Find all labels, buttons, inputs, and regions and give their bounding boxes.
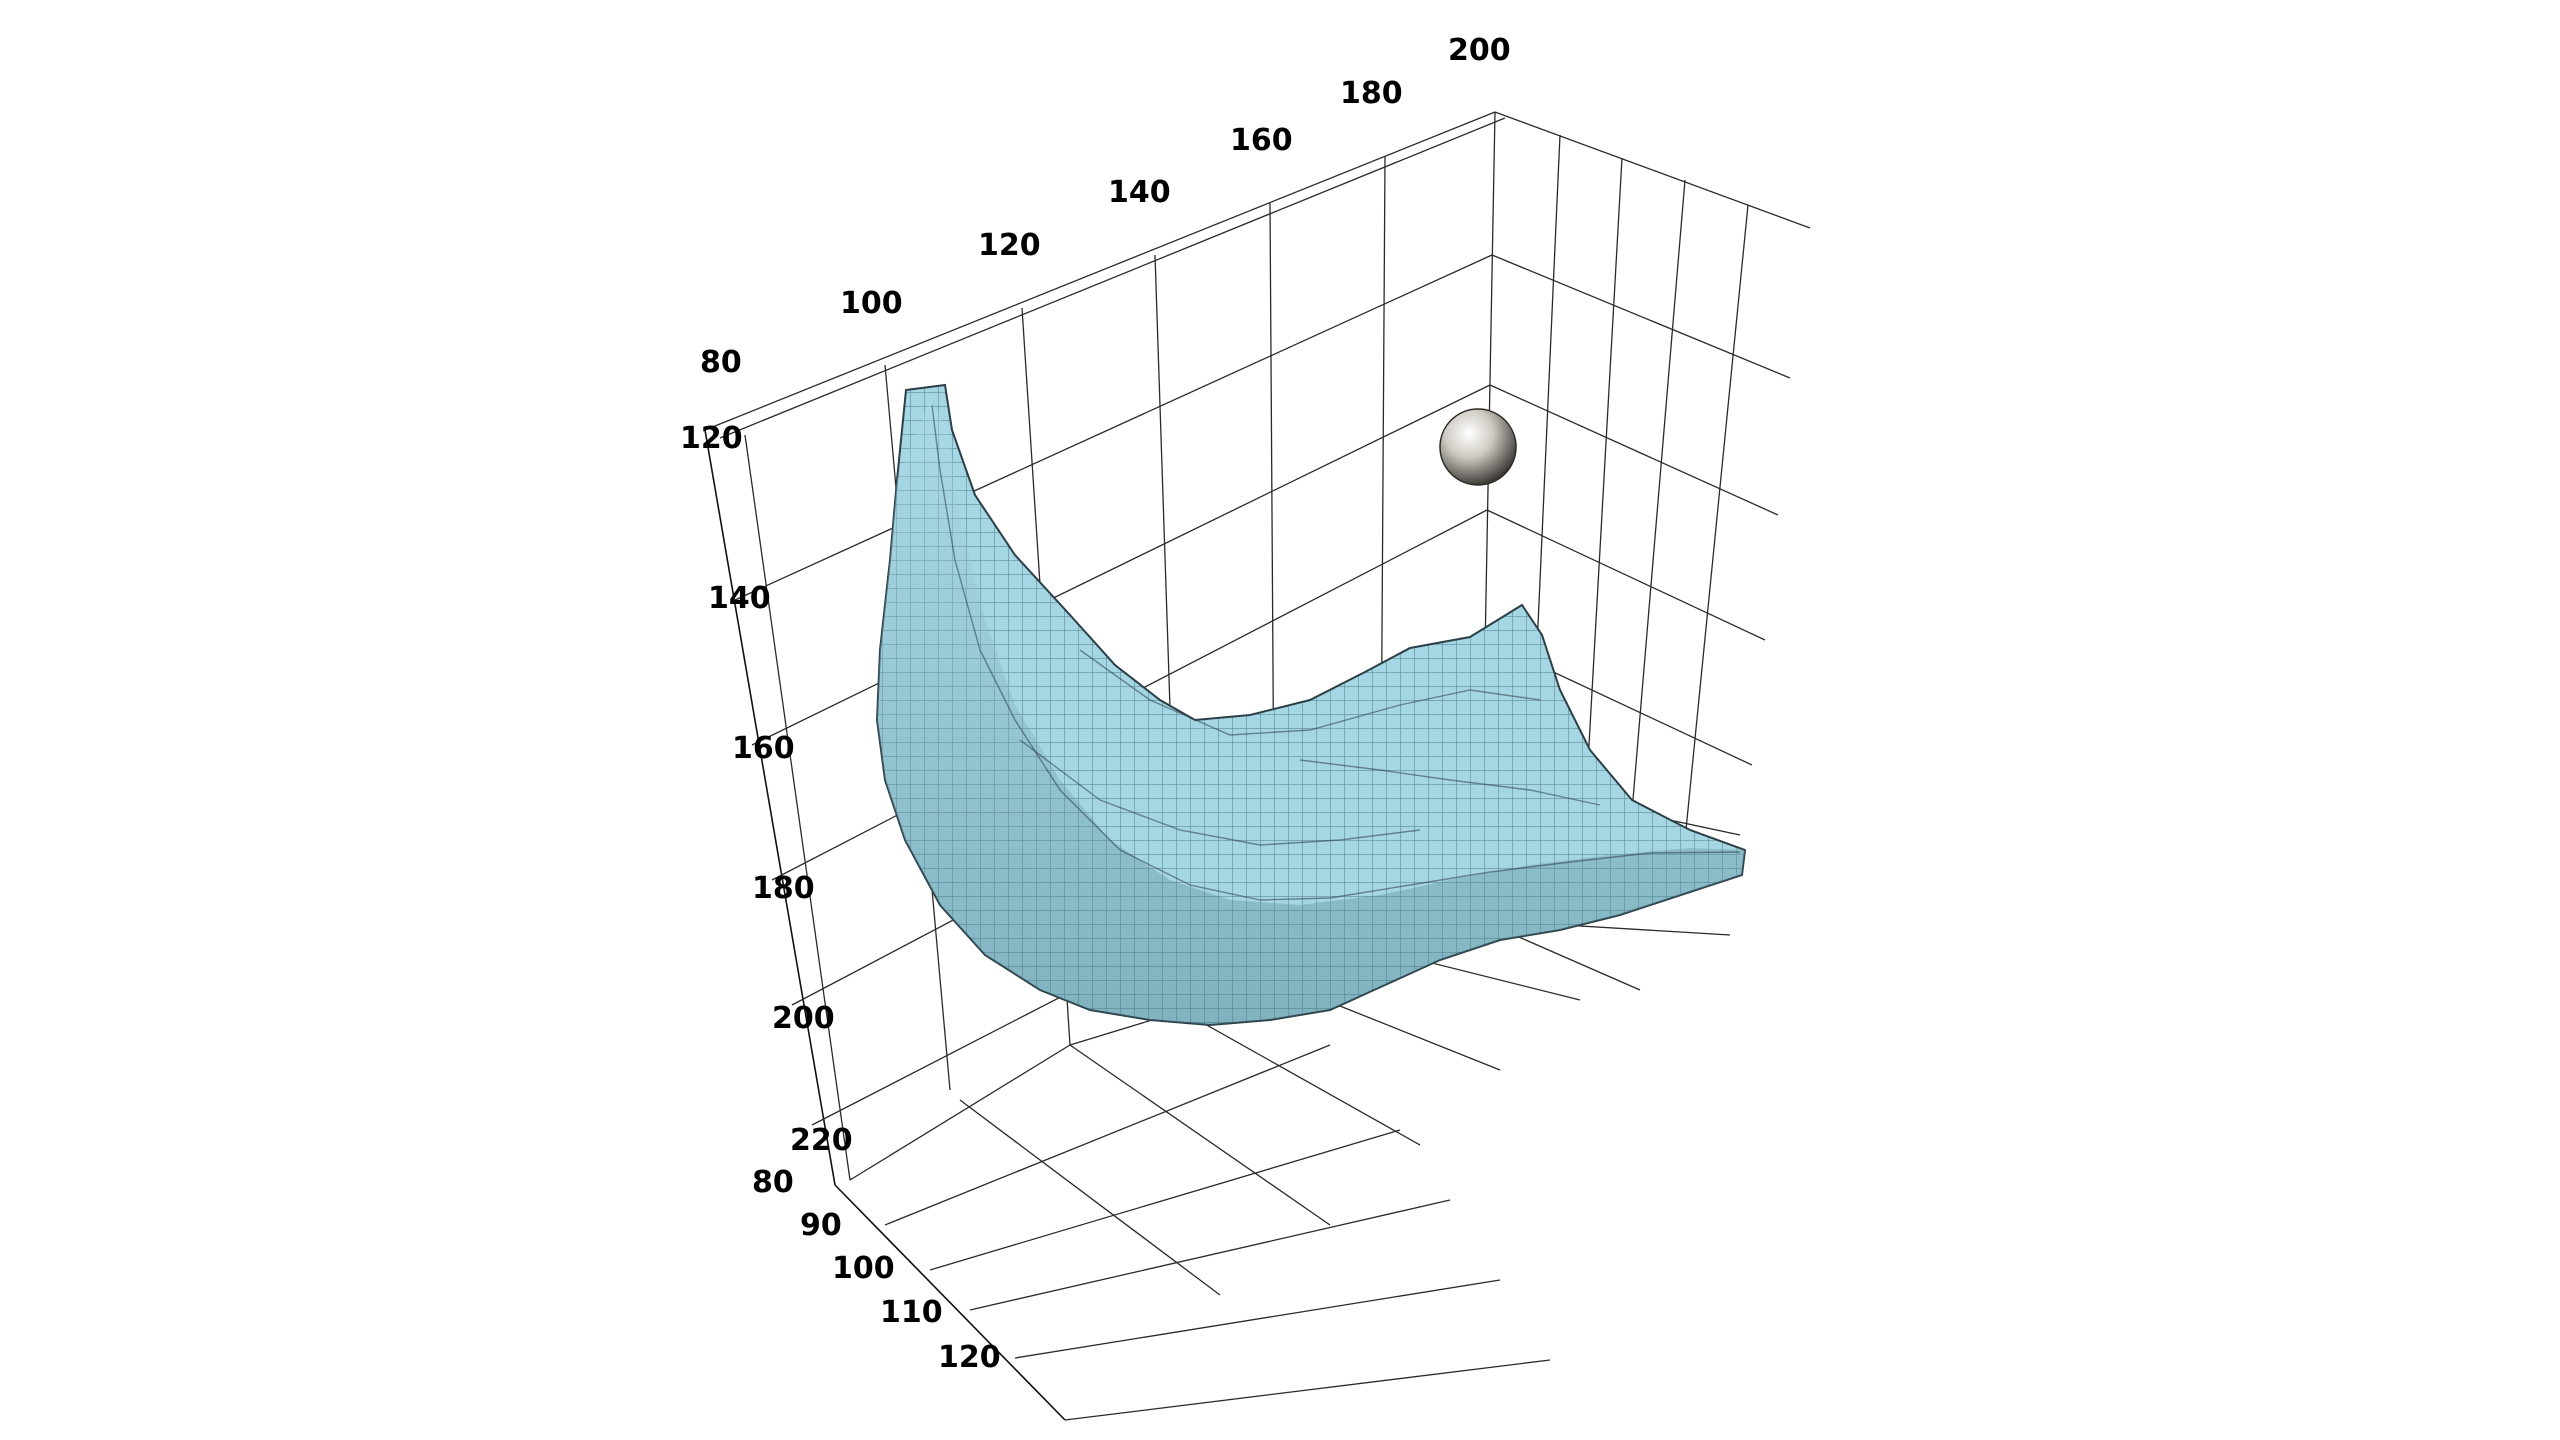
- grid-line: [1624, 179, 1686, 896]
- depth-axis-tick-label: 110: [880, 1295, 943, 1330]
- grid-line: [959, 1099, 1221, 1296]
- grid-line: [884, 1044, 1331, 1226]
- top-axis-tick-label: 160: [1230, 123, 1293, 158]
- voxel-surface: [875, 383, 1747, 1027]
- grid-line: [1491, 254, 1791, 379]
- depth-axis-tick-label: 100: [832, 1251, 895, 1286]
- vertical-axis-tick-label: 220: [790, 1123, 853, 1158]
- grid-line: [744, 434, 851, 1181]
- grid-line: [1179, 1009, 1421, 1146]
- grid-line: [1014, 1279, 1501, 1359]
- vertical-axis-tick-label: 180: [752, 871, 815, 906]
- vertical-axis-line: [704, 429, 836, 1186]
- depth-axis-tick-label: 120: [938, 1340, 1001, 1375]
- surface-ridge-line: [1259, 851, 1741, 901]
- grid-line: [1494, 111, 1811, 229]
- grid-line: [1069, 1044, 1331, 1226]
- vertical-axis-tick-label: 120: [680, 421, 743, 456]
- grid-line: [704, 111, 1496, 431]
- vertical-axis-tick-label: 140: [708, 581, 771, 616]
- grid-line: [929, 1129, 1401, 1271]
- grid-line: [1064, 1359, 1551, 1421]
- grid-line: [751, 384, 1491, 746]
- sphere-marker: [1439, 408, 1517, 486]
- grid-line: [969, 1199, 1451, 1311]
- depth-axis-tick-label: 90: [800, 1208, 842, 1243]
- top-axis-tick-label: 120: [978, 228, 1041, 263]
- grid-line: [849, 1044, 1071, 1181]
- grid-line: [1489, 384, 1779, 516]
- surface-ridge-line: [931, 404, 1261, 901]
- top-axis-tick-label: 140: [1108, 175, 1171, 210]
- tick-labels: 80 100 120 140 160 180 200 120 140 160 1…: [680, 33, 1511, 1375]
- grid-line: [734, 254, 1493, 601]
- vertical-axis-tick-label: 160: [732, 731, 795, 766]
- surface-ridge-line: [1299, 759, 1601, 806]
- vertical-axis-tick-label: 200: [772, 1001, 835, 1036]
- top-axis-tick-label: 180: [1340, 76, 1403, 111]
- grid-line: [1679, 204, 1749, 891]
- grid-line: [719, 117, 1506, 439]
- surface-inner-shade: [877, 400, 1745, 1025]
- top-axis-tick-label: 80: [700, 345, 742, 380]
- depth-axis-line: [834, 1184, 1066, 1421]
- depth-axis-tick-label: 80: [752, 1165, 794, 1200]
- top-axis-tick-label: 200: [1448, 33, 1511, 68]
- surface-ridge-line: [1079, 649, 1541, 736]
- surface-ridge-line: [1019, 739, 1421, 846]
- top-axis-tick-label: 100: [840, 286, 903, 321]
- grid-line: [1486, 509, 1766, 641]
